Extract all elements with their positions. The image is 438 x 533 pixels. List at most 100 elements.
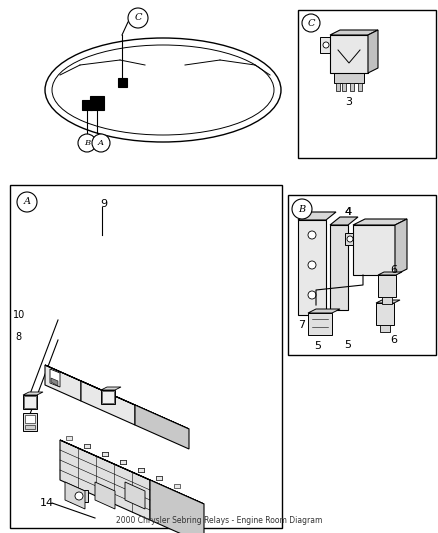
Bar bbox=[23, 413, 37, 431]
Bar bbox=[24, 396, 36, 408]
Text: 2000 Chrysler Sebring Relays - Engine Room Diagram: 2000 Chrysler Sebring Relays - Engine Ro… bbox=[116, 516, 322, 525]
Text: 6: 6 bbox=[390, 265, 397, 275]
Polygon shape bbox=[395, 219, 407, 275]
Text: 9: 9 bbox=[100, 199, 107, 209]
Polygon shape bbox=[298, 220, 326, 315]
Polygon shape bbox=[95, 482, 115, 509]
Bar bbox=[342, 83, 346, 91]
Bar bbox=[334, 73, 364, 83]
Bar bbox=[90, 96, 104, 110]
Text: A: A bbox=[98, 139, 104, 147]
Text: 7: 7 bbox=[298, 320, 305, 330]
Bar bbox=[102, 452, 108, 456]
Bar bbox=[102, 452, 108, 456]
Bar bbox=[25, 425, 35, 429]
Bar bbox=[66, 436, 72, 440]
Bar bbox=[138, 468, 144, 472]
Polygon shape bbox=[60, 440, 150, 520]
Bar bbox=[353, 225, 395, 275]
Polygon shape bbox=[368, 30, 378, 73]
Circle shape bbox=[308, 231, 316, 239]
Polygon shape bbox=[330, 30, 378, 35]
Circle shape bbox=[308, 261, 316, 269]
Ellipse shape bbox=[52, 45, 274, 135]
Text: 4: 4 bbox=[344, 207, 352, 217]
Bar bbox=[10, 185, 282, 528]
Bar bbox=[120, 460, 126, 464]
Bar bbox=[350, 83, 354, 91]
Text: 3: 3 bbox=[346, 97, 353, 107]
Polygon shape bbox=[308, 309, 340, 313]
Text: C: C bbox=[134, 13, 142, 22]
Polygon shape bbox=[353, 219, 407, 225]
Bar bbox=[156, 476, 162, 480]
Text: 10: 10 bbox=[13, 310, 25, 320]
Polygon shape bbox=[45, 365, 117, 397]
Bar bbox=[336, 83, 340, 91]
Bar bbox=[102, 391, 114, 403]
Bar bbox=[82, 100, 92, 110]
Circle shape bbox=[292, 199, 312, 219]
Polygon shape bbox=[60, 440, 204, 504]
Text: 4: 4 bbox=[344, 207, 352, 217]
Circle shape bbox=[308, 291, 316, 299]
Polygon shape bbox=[320, 37, 332, 53]
Polygon shape bbox=[135, 405, 189, 449]
Text: 5: 5 bbox=[314, 341, 321, 351]
Circle shape bbox=[347, 236, 353, 242]
Bar bbox=[120, 460, 126, 464]
Bar bbox=[102, 452, 108, 456]
Polygon shape bbox=[376, 300, 400, 303]
Bar bbox=[23, 395, 37, 409]
Bar bbox=[120, 460, 126, 464]
Polygon shape bbox=[298, 212, 336, 220]
Bar bbox=[378, 275, 396, 297]
Bar bbox=[382, 297, 392, 304]
Text: A: A bbox=[24, 198, 31, 206]
Polygon shape bbox=[81, 381, 135, 425]
Bar bbox=[358, 83, 362, 91]
Circle shape bbox=[78, 134, 96, 152]
Polygon shape bbox=[51, 378, 58, 386]
Text: 8: 8 bbox=[15, 332, 21, 342]
Text: 6: 6 bbox=[390, 335, 397, 345]
Circle shape bbox=[323, 42, 329, 48]
Bar bbox=[25, 415, 35, 423]
Circle shape bbox=[17, 192, 37, 212]
Bar bbox=[138, 468, 144, 472]
Bar bbox=[174, 484, 180, 488]
Bar bbox=[84, 444, 90, 448]
Bar bbox=[70, 490, 88, 502]
Bar bbox=[376, 303, 394, 325]
Circle shape bbox=[302, 14, 320, 32]
Polygon shape bbox=[65, 482, 85, 509]
Polygon shape bbox=[150, 480, 204, 533]
Polygon shape bbox=[45, 365, 81, 401]
Circle shape bbox=[92, 134, 110, 152]
Bar bbox=[308, 313, 332, 335]
Bar bbox=[156, 476, 162, 480]
Polygon shape bbox=[50, 369, 60, 387]
Text: C: C bbox=[307, 19, 315, 28]
Text: 14: 14 bbox=[40, 498, 54, 508]
Ellipse shape bbox=[45, 38, 281, 142]
Bar bbox=[101, 390, 115, 404]
Polygon shape bbox=[23, 392, 43, 395]
Circle shape bbox=[75, 492, 83, 500]
Polygon shape bbox=[330, 217, 358, 225]
Polygon shape bbox=[330, 35, 368, 73]
Polygon shape bbox=[378, 272, 402, 275]
Bar bbox=[380, 325, 390, 332]
Text: B: B bbox=[298, 205, 306, 214]
Polygon shape bbox=[330, 225, 348, 310]
Bar bbox=[84, 444, 90, 448]
Text: 5: 5 bbox=[345, 340, 352, 350]
Text: B: B bbox=[84, 139, 90, 147]
Circle shape bbox=[128, 8, 148, 28]
Bar bbox=[138, 468, 144, 472]
Bar bbox=[298, 10, 436, 158]
Polygon shape bbox=[101, 387, 121, 390]
Bar bbox=[288, 195, 436, 355]
Bar bbox=[345, 233, 353, 245]
Polygon shape bbox=[125, 482, 145, 509]
